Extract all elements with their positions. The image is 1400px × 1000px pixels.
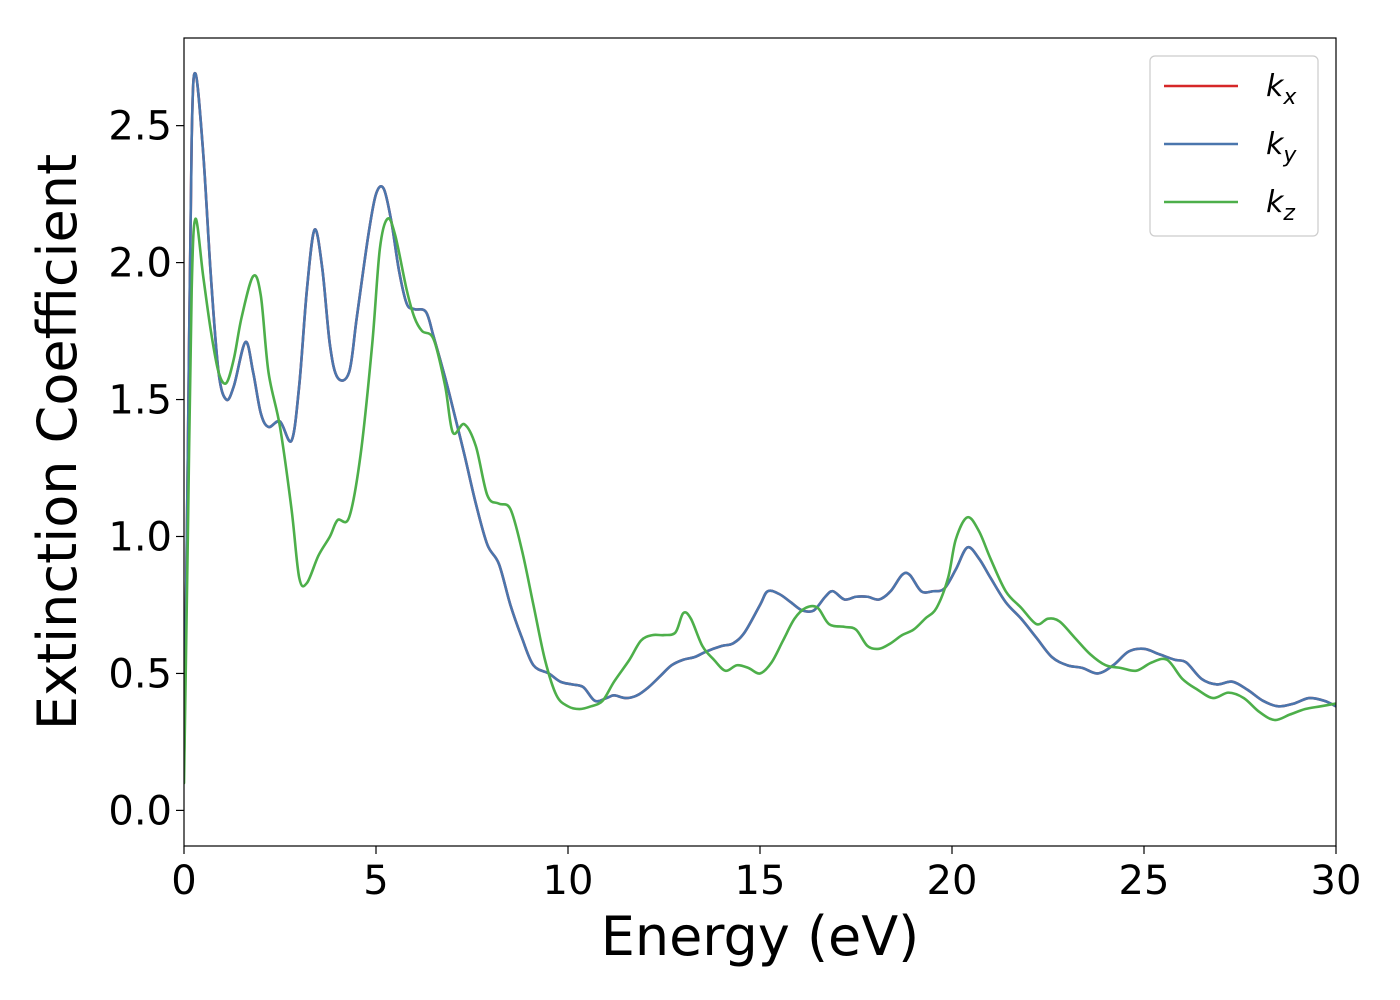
- x-axis-title: Energy (eV): [601, 905, 920, 968]
- y-axis: 0.0 0.5 1.0 1.5 2.0 2.5: [108, 104, 184, 834]
- x-tick-label: 10: [543, 858, 594, 904]
- x-tick-label: 15: [735, 858, 786, 904]
- x-tick-label: 5: [363, 858, 388, 904]
- legend-label-y: ky: [1266, 127, 1297, 168]
- y-tick-label: 0.5: [108, 651, 172, 697]
- y-tick-label: 0.0: [108, 788, 172, 834]
- plot-background: [184, 38, 1336, 846]
- legend-label-x: kx: [1266, 69, 1297, 110]
- x-tick-label: 25: [1119, 858, 1170, 904]
- legend: kx ky kz: [1149, 55, 1319, 237]
- series-line-z: [184, 217, 1336, 785]
- series-line-y: [184, 71, 1336, 771]
- x-tick-label: 0: [171, 858, 196, 904]
- y-tick-label: 1.5: [108, 378, 172, 424]
- x-tick-label: 20: [927, 858, 978, 904]
- y-axis-title: Extinction Coefficient: [26, 154, 89, 730]
- series-layer: [184, 71, 1336, 785]
- legend-label-z: kz: [1266, 185, 1295, 226]
- y-tick-label: 2.5: [108, 104, 172, 150]
- y-tick-label: 2.0: [108, 241, 172, 287]
- legend-box: [1149, 55, 1319, 237]
- x-tick-label: 30: [1311, 858, 1362, 904]
- x-axis: 0 5 10 15 20 25 30: [171, 846, 1361, 904]
- y-tick-label: 1.0: [108, 514, 172, 560]
